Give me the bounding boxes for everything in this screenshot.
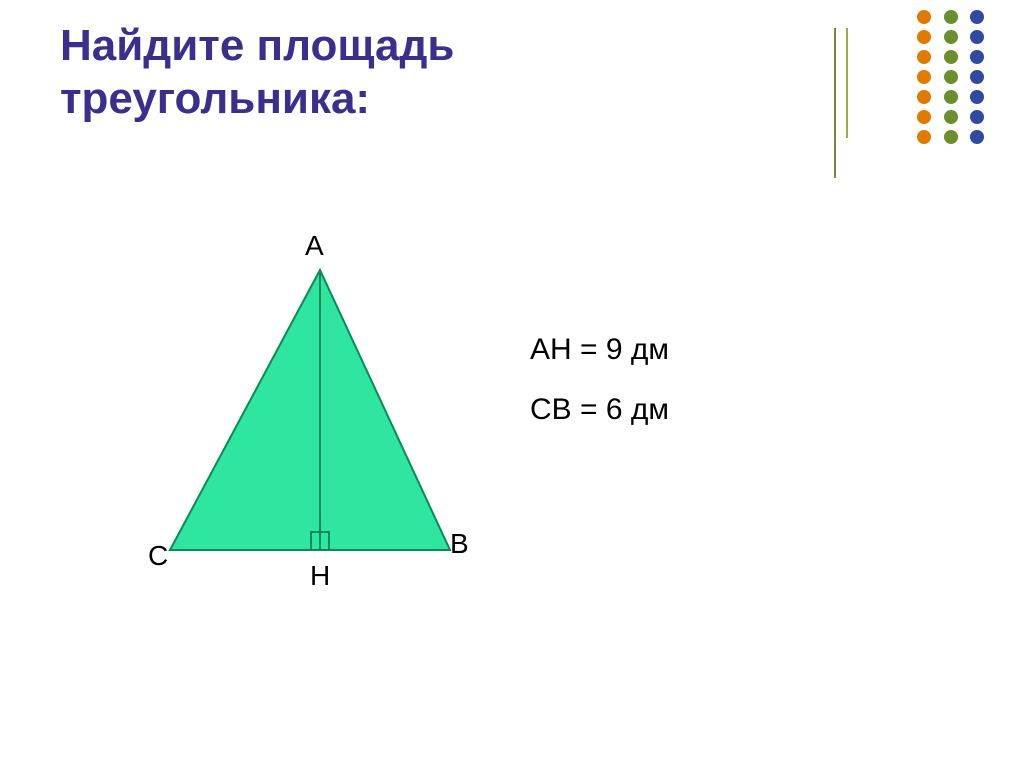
decor-dot (917, 130, 931, 144)
decor-dots-col-1 (917, 10, 931, 150)
vertex-label-c: С (148, 540, 168, 572)
decor-dot (917, 30, 931, 44)
vertex-label-a: А (305, 230, 324, 262)
vertex-label-b: В (450, 528, 469, 560)
decor-dot (970, 90, 984, 104)
decor-vline-2 (846, 28, 848, 138)
triangle-shape (170, 270, 450, 550)
given-line-1: АН = 9 дм (530, 320, 669, 380)
decor-dot (970, 110, 984, 124)
decor-dot (917, 70, 931, 84)
decor-dot (944, 30, 958, 44)
decor-dot (944, 130, 958, 144)
title-line-2: треугольника: (60, 73, 454, 126)
page-title: Найдите площадь треугольника: (60, 20, 454, 126)
given-values: АН = 9 дм СВ = 6 дм (530, 320, 669, 440)
decor-dot (944, 50, 958, 64)
given-line-2: СВ = 6 дм (530, 380, 669, 440)
decor-dot (970, 10, 984, 24)
decor-dot (970, 130, 984, 144)
decor-dot (944, 10, 958, 24)
decor-dot (944, 70, 958, 84)
decor-dot (917, 50, 931, 64)
decor-dot (944, 90, 958, 104)
decor-dot (917, 10, 931, 24)
decor-dot (970, 50, 984, 64)
decor-dot (917, 110, 931, 124)
decor-dot (970, 70, 984, 84)
decor-dot (917, 90, 931, 104)
decor-dots-col-3 (970, 10, 984, 150)
triangle-figure: А В С Н (100, 230, 500, 630)
decor-dots-col-2 (944, 10, 958, 150)
decor-dot (970, 30, 984, 44)
corner-decoration (909, 10, 984, 150)
decor-dot (944, 110, 958, 124)
vertex-label-h: Н (310, 560, 330, 592)
decor-vline-1 (834, 28, 836, 178)
title-line-1: Найдите площадь (60, 20, 454, 73)
